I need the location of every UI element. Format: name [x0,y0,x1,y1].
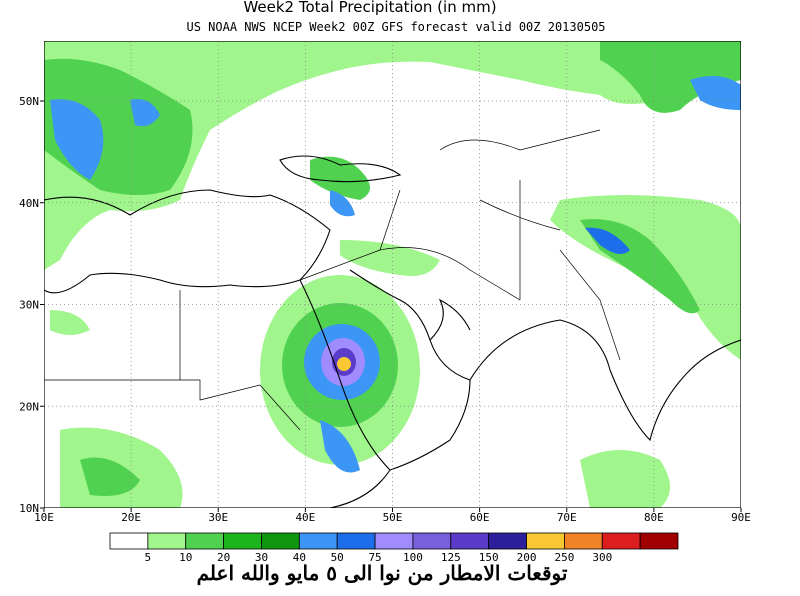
lat-label: 10N [19,502,39,515]
colorbar-box [109,532,149,550]
lat-label: 50N [19,95,39,108]
colorbar-label: 150 [479,551,499,564]
lat-label: 40N [19,197,39,210]
lon-label: 70E [557,511,577,524]
colorbar-box [298,532,338,550]
lon-label: 50E [383,511,403,524]
lon-label: 90E [731,511,751,524]
lon-label: 10E [34,511,54,524]
colorbar-box [601,532,641,550]
colorbar-box [374,532,414,550]
colorbar-label: 30 [255,551,268,564]
colorbar-label: 40 [293,551,306,564]
colorbar-box [564,532,603,550]
subtitle: US NOAA NWS NCEP Week2 00Z GFS forecast … [186,20,605,34]
colorbar-box [223,532,262,550]
lon-label: 30E [208,511,228,524]
colorbar-box [412,532,452,550]
colorbar-box [261,532,300,550]
lon-label: 40E [295,511,315,524]
colorbar-label: 10 [179,551,192,564]
lon-label: 20E [121,511,141,524]
colorbar-box [450,532,490,550]
colorbar-label: 5 [145,551,152,564]
lon-label: 80E [644,511,664,524]
lat-label: 30N [19,299,39,312]
colorbar-box [488,532,527,550]
colorbar-box [147,532,187,550]
lat-label: 20N [19,400,39,413]
colorbar-label: 200 [517,551,537,564]
colorbar-label: 100 [403,551,423,564]
colorbar-box [336,532,376,550]
colorbar-box [526,532,565,550]
map [44,41,741,508]
caption: توقعات الامطار من نوا الى ٥ مايو والله ا… [197,561,568,586]
title: Week2 Total Precipitation (in mm) [243,0,496,16]
colorbar-box [639,532,679,550]
colorbar-label: 50 [331,551,344,564]
lon-label: 60E [470,511,490,524]
colorbar-box [185,532,225,550]
colorbar-label: 250 [554,551,574,564]
colorbar-label: 20 [217,551,230,564]
colorbar-label: 125 [441,551,461,564]
colorbar-label: 75 [368,551,381,564]
colorbar-label: 300 [592,551,612,564]
